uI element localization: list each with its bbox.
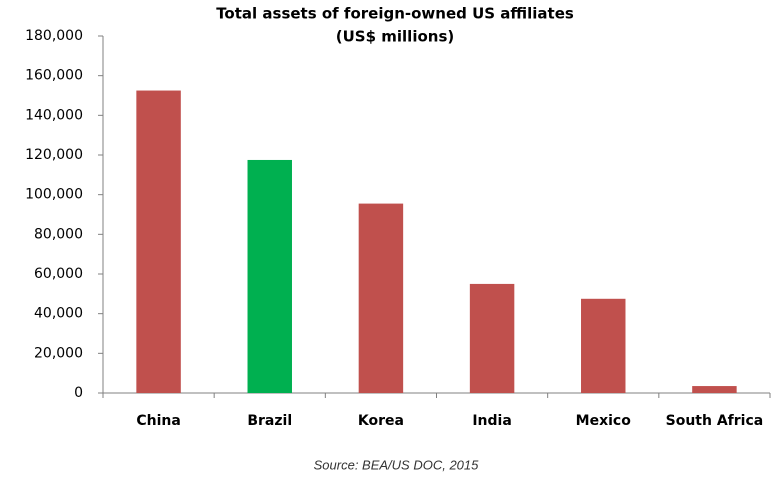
x-tick-label: China <box>136 413 180 429</box>
x-tick-label: India <box>472 413 511 429</box>
chart-title: Total assets of foreign-owned US affilia… <box>216 5 574 23</box>
y-tick-label: 60,000 <box>34 266 83 282</box>
bar <box>692 386 737 393</box>
bar <box>581 298 626 393</box>
y-tick-label: 140,000 <box>25 107 83 123</box>
x-tick-label: South Africa <box>666 413 764 429</box>
bar <box>136 90 181 394</box>
y-tick-label: 20,000 <box>34 345 83 361</box>
x-tick-label: Korea <box>358 413 404 429</box>
chart-subtitle: (US$ millions) <box>336 28 454 46</box>
y-tick-label: 0 <box>74 385 83 401</box>
y-tick-label: 120,000 <box>25 147 83 163</box>
y-tick-label: 180,000 <box>25 28 83 44</box>
bar <box>247 159 292 393</box>
source-note: Source: BEA/US DOC, 2015 <box>314 457 480 472</box>
y-tick-label: 40,000 <box>34 306 83 322</box>
y-tick-label: 160,000 <box>25 68 83 84</box>
x-tick-label: Brazil <box>247 413 292 429</box>
bar <box>358 203 404 393</box>
y-tick-label: 100,000 <box>25 187 83 203</box>
y-tick-label: 80,000 <box>34 226 83 242</box>
bar <box>469 283 515 393</box>
x-tick-label: Mexico <box>576 413 632 429</box>
